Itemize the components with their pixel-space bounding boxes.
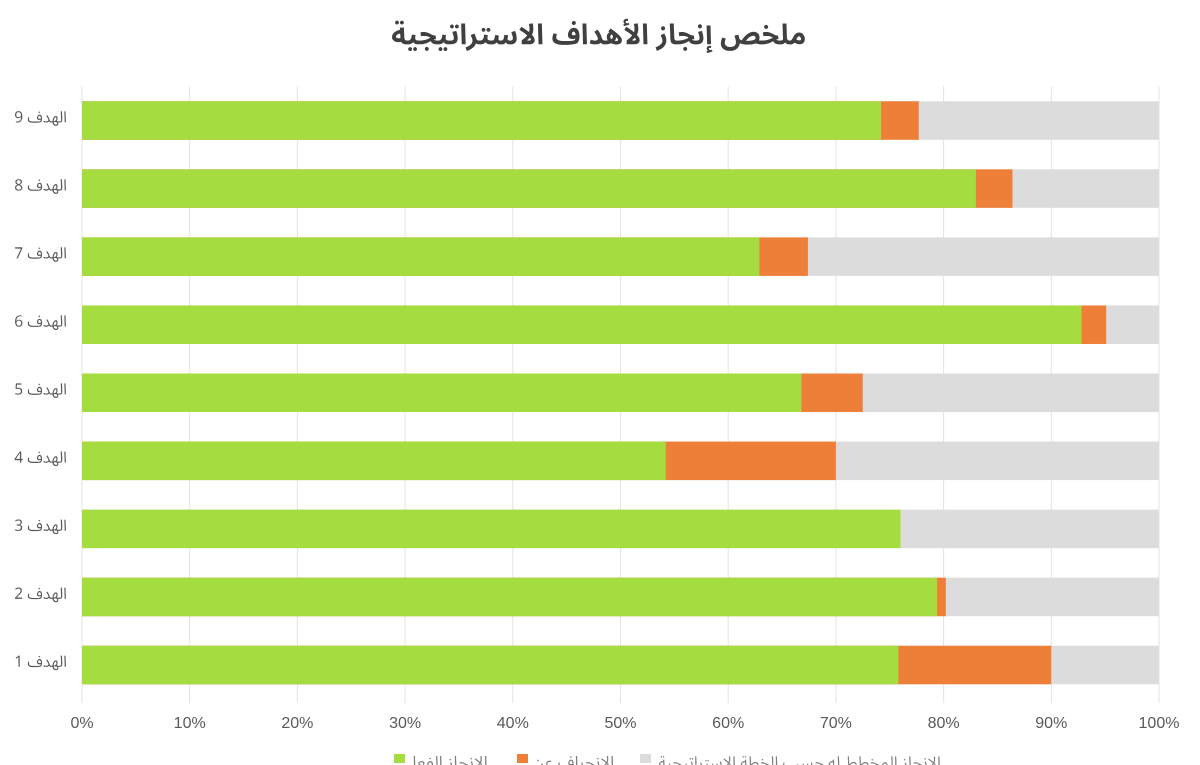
svg-text:40%: 40%: [497, 715, 529, 732]
svg-text:0%: 0%: [70, 715, 93, 732]
svg-text:100%: 100%: [1139, 715, 1180, 732]
svg-text:50%: 50%: [604, 715, 636, 732]
svg-text:90%: 90%: [1035, 715, 1067, 732]
svg-text:70%: 70%: [820, 715, 852, 732]
svg-text:30%: 30%: [389, 715, 421, 732]
svg-text:60%: 60%: [712, 715, 744, 732]
svg-text:80%: 80%: [928, 715, 960, 732]
svg-text:10%: 10%: [174, 715, 206, 732]
svg-text:20%: 20%: [281, 715, 313, 732]
